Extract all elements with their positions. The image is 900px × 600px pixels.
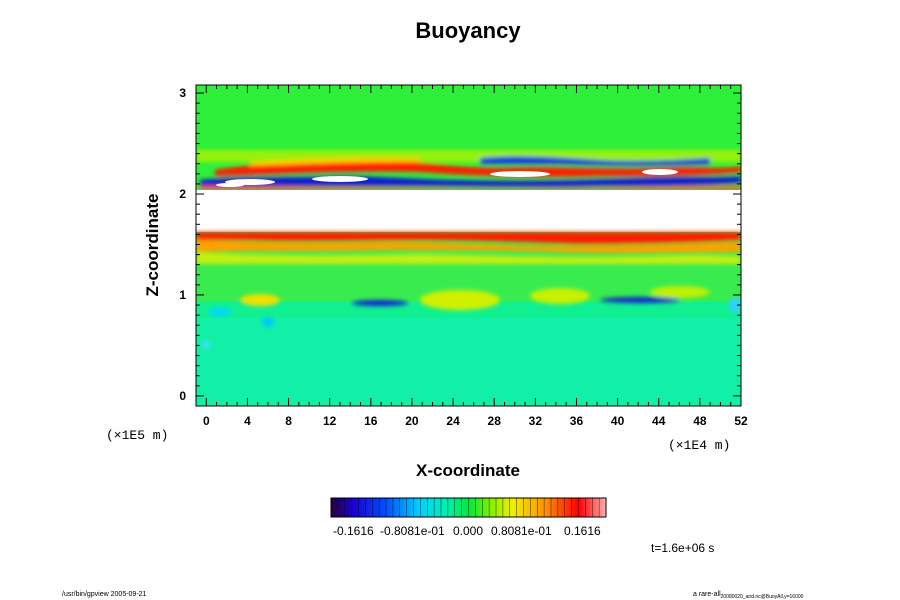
x-axis-title: X-coordinate <box>416 461 520 480</box>
upper-orange-streak <box>200 186 741 190</box>
x-tick-label: 0 <box>203 414 210 428</box>
white-spot-3 <box>490 171 550 177</box>
blue-streak-right <box>600 297 680 303</box>
y-tick-label: 2 <box>179 187 186 201</box>
x-tick-label: 52 <box>734 414 748 428</box>
y-scale-label: (×1E5 m) <box>106 428 168 443</box>
yellow-patch-4 <box>650 286 710 298</box>
colorbar-ticks <box>337 498 600 517</box>
x-tick-label: 4 <box>244 414 251 428</box>
colorbar-label-3: 0.8081e-01 <box>491 524 552 538</box>
cyan-spot-1 <box>208 308 232 316</box>
x-tick-label: 40 <box>611 414 625 428</box>
cyan-spot-4 <box>729 297 741 313</box>
x-tick-label: 44 <box>652 414 666 428</box>
x-tick-label: 8 <box>285 414 292 428</box>
chart-title: Buoyancy <box>415 18 521 43</box>
upper-red-streak-1 <box>215 160 741 177</box>
orange-interface-band <box>196 240 741 253</box>
x-axis-ticks: 0 4 8 12 16 20 24 28 32 36 40 44 48 52 <box>203 85 748 428</box>
footer-right-main: a rare-all <box>693 591 721 598</box>
colorbar-label-2: 0.000 <box>453 524 483 538</box>
colorbar-label-0: -0.1616 <box>333 524 374 538</box>
x-tick-label: 12 <box>323 414 337 428</box>
y-axis-title: Z-coordinate <box>143 194 162 297</box>
y-tick-label: 1 <box>179 288 186 302</box>
cyan-spot-2 <box>262 317 274 327</box>
y-tick-label: 3 <box>179 86 186 100</box>
upper-blue-streak-2 <box>480 156 710 166</box>
x-tick-label: 20 <box>405 414 419 428</box>
white-spot-5 <box>216 183 244 187</box>
x-tick-label: 28 <box>488 414 502 428</box>
yellow-patch-1 <box>420 290 500 310</box>
yellow-patch-2 <box>530 288 590 304</box>
yellow-patch-3 <box>240 294 280 306</box>
colorbar-label-1: -0.8081e-01 <box>380 524 445 538</box>
field-lower-bottom <box>196 318 741 406</box>
upper-yellow-streak <box>250 157 420 166</box>
colorbar: -0.1616 -0.8081e-01 0.000 0.8081e-01 0.1… <box>330 497 607 538</box>
x-tick-label: 24 <box>446 414 460 428</box>
plot-frame <box>195 84 742 407</box>
yellow-interface-band <box>196 252 741 264</box>
red-interface-band <box>196 232 741 244</box>
colorbar-label-4: 0.1616 <box>564 524 601 538</box>
white-spot-2 <box>312 176 368 182</box>
footer-right: a rare-all20080020_and.nc@BuoyAll,y=1600… <box>693 591 804 600</box>
x-tick-label: 48 <box>693 414 707 428</box>
x-tick-label: 32 <box>529 414 543 428</box>
time-label: t=1.6e+06 s <box>651 541 714 555</box>
buoyancy-field <box>196 85 741 406</box>
x-scale-label: (×1E4 m) <box>668 438 730 453</box>
blue-streak-left <box>352 300 408 306</box>
y-tick-label: 0 <box>179 389 186 403</box>
cyan-spot-3 <box>202 341 210 349</box>
footer-left: /usr/bin/gpview 2005-09-21 <box>62 591 147 598</box>
x-tick-label: 36 <box>570 414 584 428</box>
white-gap <box>196 190 741 232</box>
white-spot-4 <box>642 169 678 175</box>
footer-right-sub: 20080020_and.nc@BuoyAll,y=16000 <box>721 594 804 600</box>
x-tick-label: 16 <box>364 414 378 428</box>
y-axis-ticks: 0 1 2 3 <box>179 86 741 403</box>
